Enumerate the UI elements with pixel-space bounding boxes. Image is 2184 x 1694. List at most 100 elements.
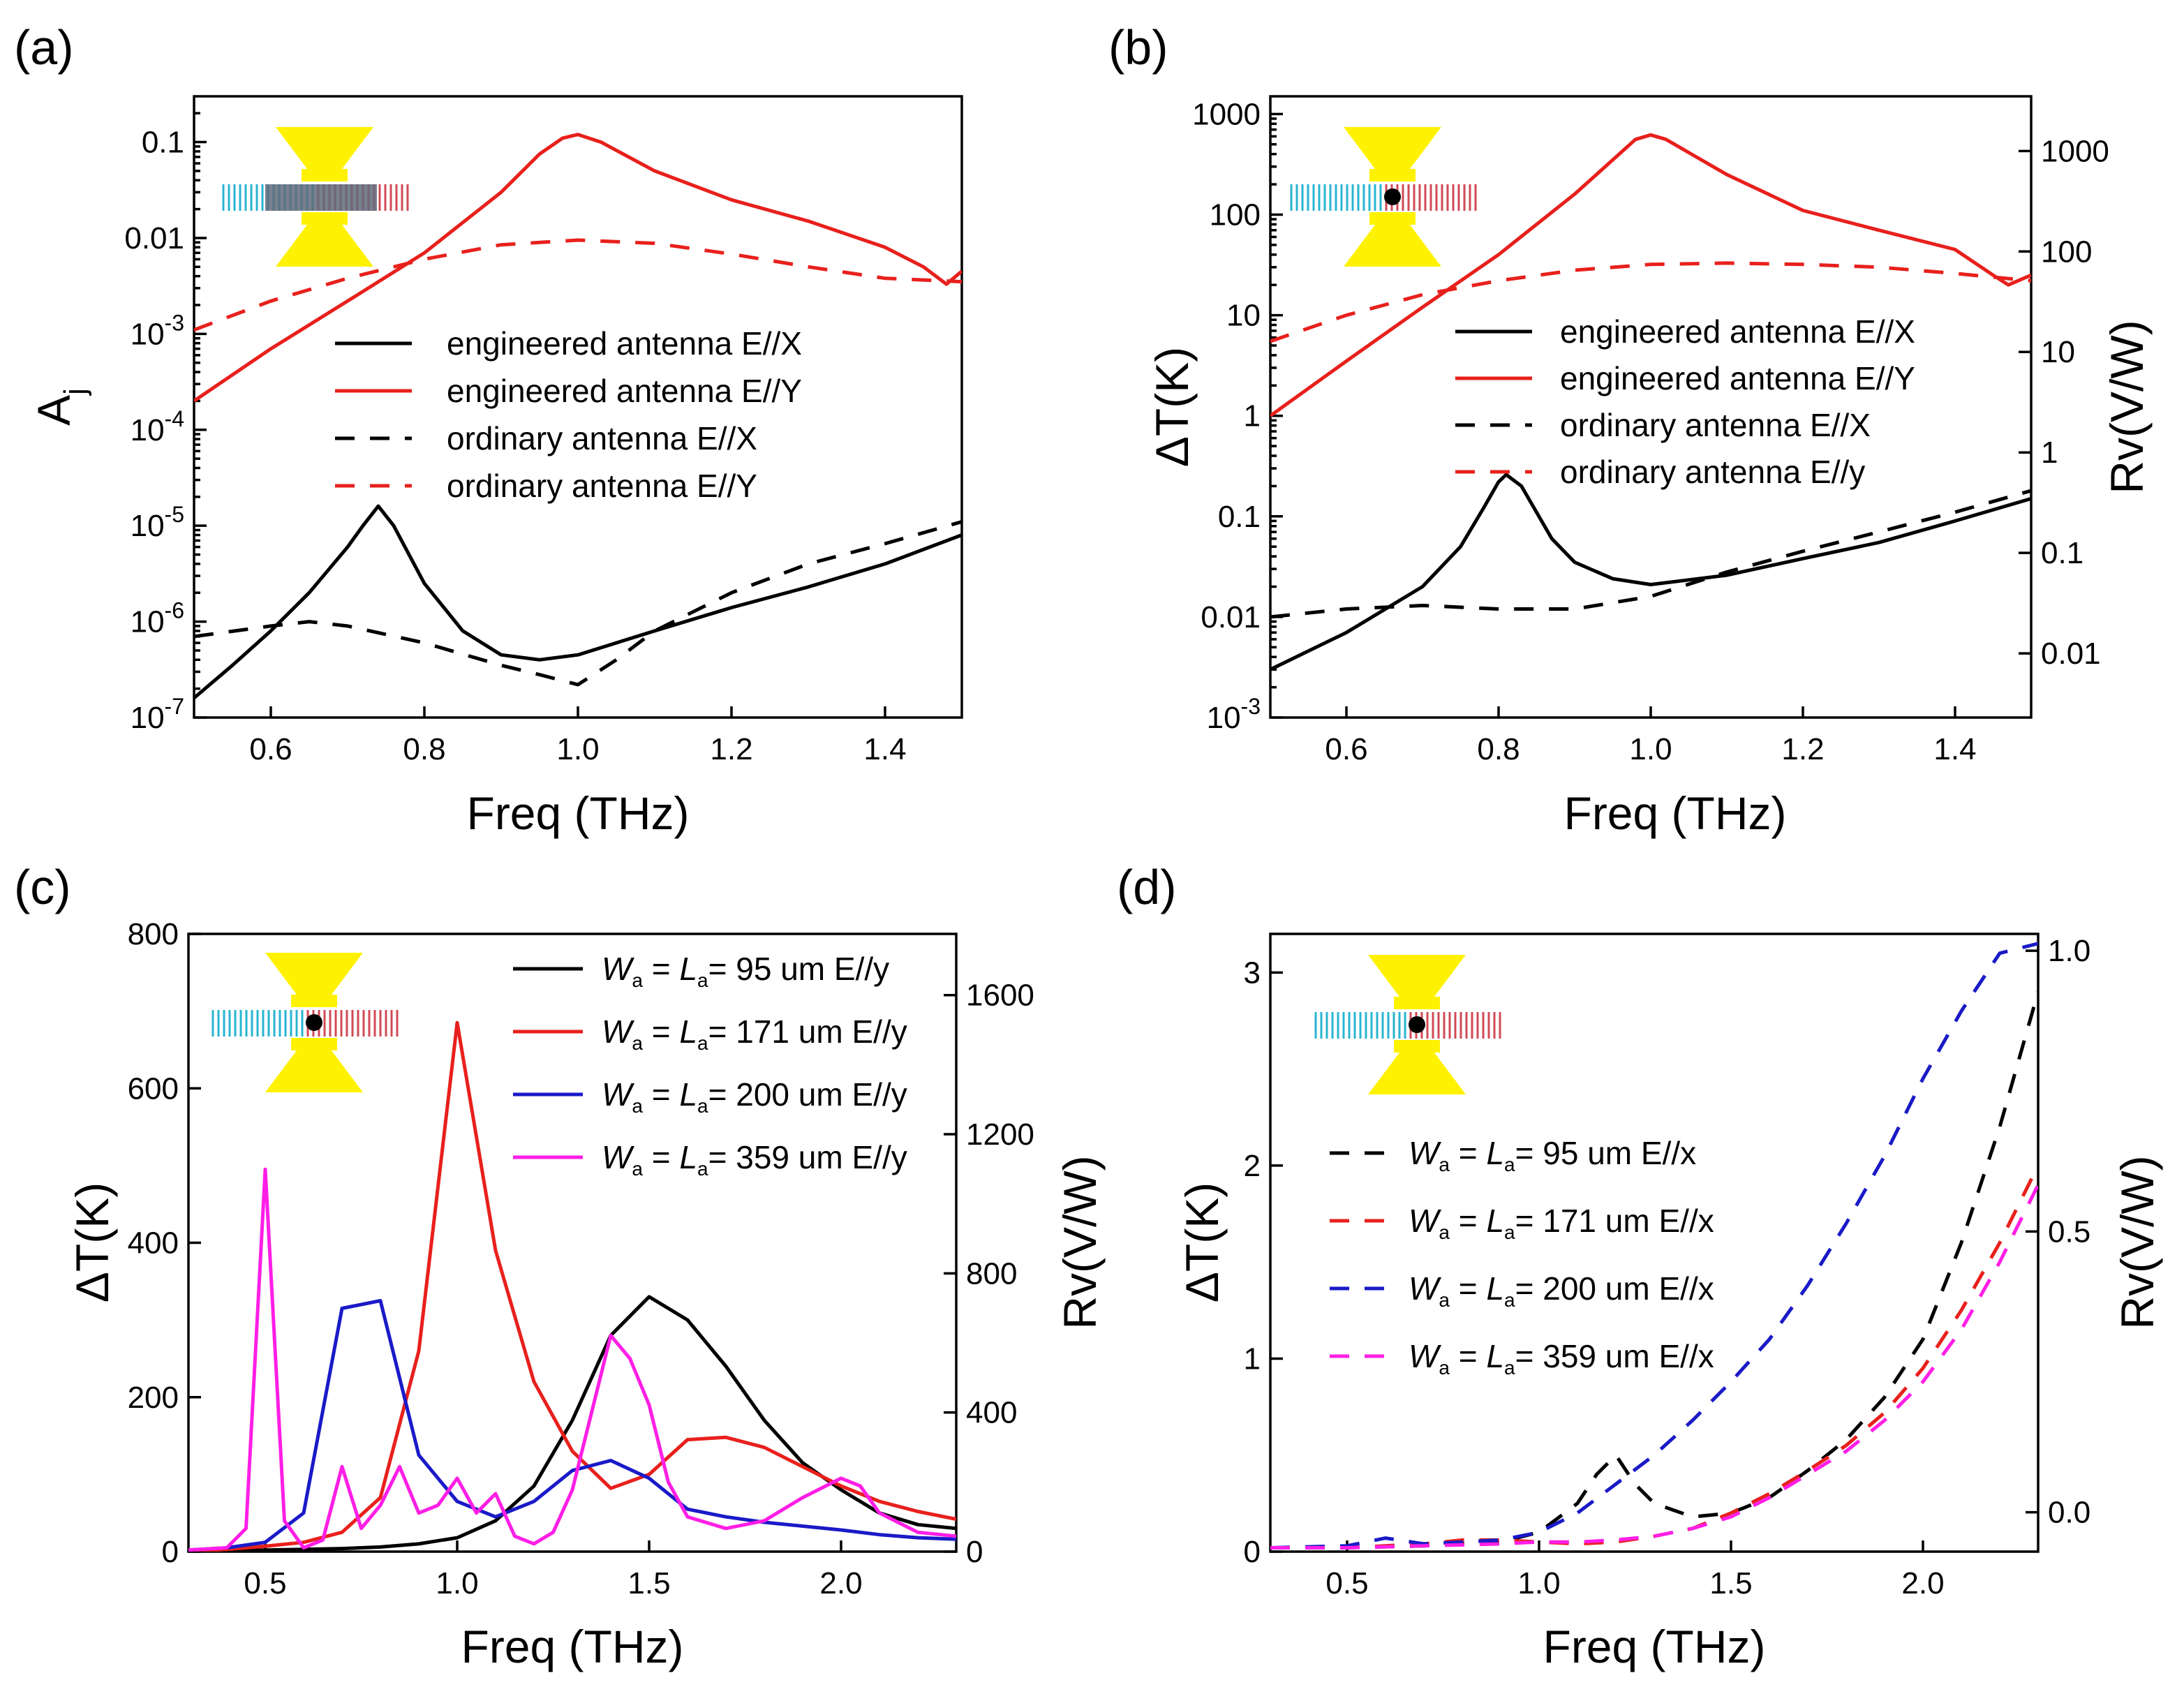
legend-label: Wa = La= 200 um E//x: [1409, 1270, 1714, 1311]
y-tick-base: 10: [131, 509, 165, 543]
y-tick-label: 0.1: [1218, 500, 1261, 534]
legend-w: W: [1409, 1270, 1442, 1307]
x-tick-label: 2.0: [819, 1566, 862, 1600]
plot-frame-d: [1269, 933, 2040, 1553]
series-line-3: [194, 520, 962, 687]
legend-value: 95 um E//y: [736, 951, 889, 987]
legend-l: L: [679, 1076, 697, 1113]
x-tick-label: 1.5: [627, 1566, 670, 1600]
right-y-tick-label: 1000: [2041, 134, 2109, 168]
series-line-4: [188, 1167, 956, 1552]
legend-c: Wa = La= 95 um E//yWa = La= 171 um E//yW…: [513, 951, 907, 1180]
y-tick-base: 10: [131, 317, 165, 351]
right-y-ticks-d: 0.0 0.5 1.0: [2026, 934, 2090, 1530]
y-tick-label: 200: [128, 1381, 179, 1415]
legend-label: ordinary antenna E//X: [447, 420, 757, 456]
inset-antenna-b: [1290, 127, 1477, 267]
panel-a: (a) 0.6 0.8 1.0 1.2 1.4 0.10.0110-310-410-51…: [14, 20, 963, 839]
legend-eq: =: [643, 951, 679, 987]
legend-label: engineered antenna E//Y: [447, 373, 802, 409]
legend-eq2: =: [708, 1076, 736, 1113]
legend-w-sub: a: [632, 1032, 643, 1054]
legend-eq: =: [643, 1076, 679, 1113]
legend-label: Wa = La= 359 um E//x: [1409, 1338, 1714, 1379]
legend-w-sub: a: [1439, 1357, 1450, 1379]
legend-l-sub: a: [1504, 1357, 1515, 1379]
bowtie-pad-top: [1394, 997, 1440, 1009]
right-y-tick-label: 1: [2041, 436, 2058, 470]
x-axis-title-b: Freq (THz): [1564, 787, 1787, 839]
y-tick-label: 10-3: [1207, 694, 1261, 735]
legend-w: W: [1409, 1135, 1442, 1171]
absorber-dot-icon: [306, 1014, 322, 1031]
x-tick-label: 1.0: [1629, 732, 1672, 766]
x-tick-label: 1.0: [436, 1566, 478, 1600]
right-y-tick-label: 10: [2041, 335, 2075, 369]
right-y-tick-label: 1600: [966, 979, 1034, 1013]
right-y-tick-label: 0.5: [2048, 1214, 2090, 1249]
legend-w: W: [602, 1013, 635, 1050]
right-y-tick-label: 0: [966, 1535, 983, 1569]
series-line-1: [1270, 473, 2031, 671]
x-tick-label: 1.2: [710, 732, 752, 766]
y-tick-label: 0: [162, 1535, 179, 1569]
bowtie-pad-bottom: [291, 1038, 337, 1050]
inset-antenna-d: [1314, 955, 1501, 1094]
legend-l-sub: a: [697, 1158, 708, 1180]
series-line-3: [188, 1299, 956, 1552]
x-tick-label: 1.0: [556, 732, 599, 766]
y-axis-label-sub-a: j: [58, 388, 92, 396]
legend-eq2: =: [1515, 1135, 1543, 1171]
bowtie-pad-top: [291, 995, 337, 1007]
right-y-ticks-b: 1000 100 10 1 0.1 0.01: [2019, 134, 2109, 671]
legend-w: W: [602, 1139, 635, 1175]
legend-l-sub: a: [1504, 1221, 1515, 1243]
y-tick-label: 1: [1244, 399, 1261, 433]
y-tick-label: 10-6: [131, 598, 184, 639]
x-ticks-b: 0.6 0.8 1.0 1.2 1.4: [1325, 706, 1977, 766]
legend-eq2: =: [1515, 1338, 1543, 1374]
bowtie-top-icon: [1344, 127, 1441, 169]
legend-label: Wa = La= 95 um E//y: [602, 951, 889, 991]
y-tick-label: 2: [1244, 1149, 1261, 1183]
y-tick-base: 10: [131, 413, 165, 447]
x-tick-label: 0.6: [1325, 732, 1367, 766]
y-tick-label: 3: [1244, 956, 1261, 990]
bowtie-pad-bottom: [302, 212, 348, 225]
y-tick-base: 10: [131, 605, 165, 639]
x-tick-label: 1.0: [1517, 1566, 1560, 1600]
legend-w: W: [1409, 1203, 1442, 1239]
right-y-axis-title-d: Rv(V/W): [2111, 1155, 2163, 1329]
legend-w-sub: a: [1439, 1154, 1450, 1175]
legend-label: engineered antenna E//X: [1560, 313, 1915, 350]
legend-label: Wa = La= 95 um E//x: [1409, 1135, 1696, 1175]
series-group-c: [188, 1020, 956, 1552]
series-group-d: [1270, 942, 2038, 1550]
y-axis-label-c: ΔT(K): [66, 1182, 118, 1302]
series-group-b: [1270, 133, 2031, 671]
bowtie-top-icon: [276, 127, 373, 169]
panel-label-b: (b): [1108, 20, 1168, 75]
legend-label: engineered antenna E//Y: [1560, 360, 1915, 396]
legend-label: Wa = La= 171 um E//x: [1409, 1203, 1714, 1243]
legend-label: engineered antenna E//X: [447, 325, 802, 362]
legend-w: W: [602, 1076, 635, 1113]
legend-w: W: [1409, 1338, 1442, 1374]
y-tick-label: 10-5: [131, 502, 184, 543]
legend-l: L: [679, 1139, 697, 1175]
legend-b: engineered antenna E//X engineered antenn…: [1455, 313, 1915, 490]
y-axis-title-d: ΔT(K): [1176, 1182, 1228, 1302]
legend-l-sub: a: [697, 1032, 708, 1054]
y-axis-label-d: ΔT(K): [1176, 1182, 1228, 1302]
panel-b: (b) 0.6 0.8 1.0 1.2 1.4 10001001010.10.0110-…: [1108, 20, 2153, 839]
legend-eq: =: [1450, 1203, 1486, 1239]
y-tick-exponent: -5: [165, 502, 184, 527]
right-y-tick-label: 0.01: [2041, 637, 2101, 671]
panel-label-a: (a): [14, 20, 74, 75]
legend-a: engineered antenna E//X engineered antenn…: [335, 325, 802, 504]
y-tick-exponent: -7: [165, 694, 184, 719]
series-line-3: [1270, 942, 2038, 1550]
x-axis-title-d: Freq (THz): [1543, 1621, 1766, 1672]
x-tick-label: 1.5: [1709, 1566, 1752, 1600]
